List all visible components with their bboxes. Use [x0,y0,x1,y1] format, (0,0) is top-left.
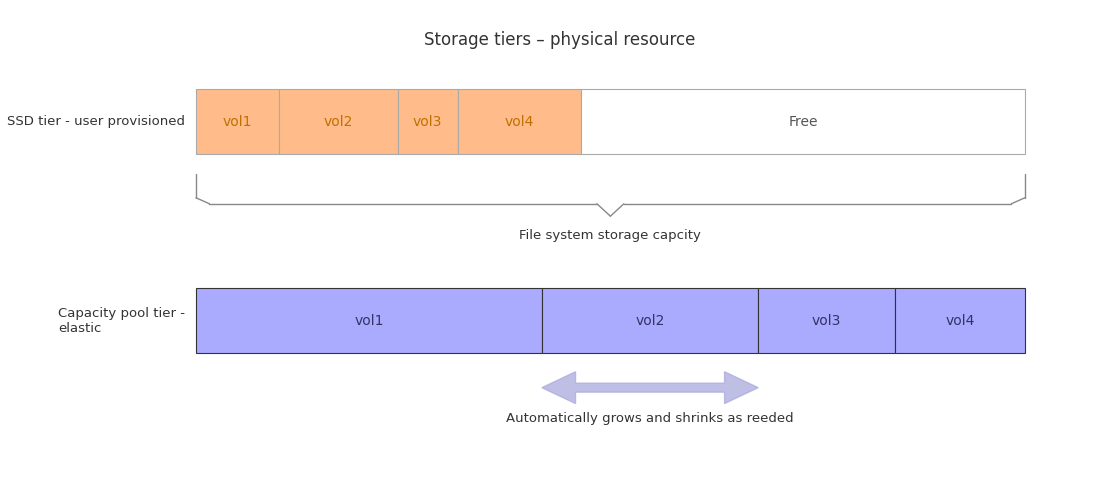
Bar [758,288,895,353]
Text: Free: Free [788,115,818,129]
Text: vol2: vol2 [635,314,665,328]
Bar [895,288,1025,353]
Text: Storage tiers – physical resource: Storage tiers – physical resource [424,31,696,49]
Bar [398,89,457,154]
Text: vol4: vol4 [505,115,534,129]
Text: SSD tier - user provisioned: SSD tier - user provisioned [7,115,185,128]
Bar [196,288,542,353]
Text: Automatically grows and shrinks as reeded: Automatically grows and shrinks as reede… [506,412,794,424]
Bar [457,89,581,154]
Text: Capacity pool tier -
elastic: Capacity pool tier - elastic [58,307,185,334]
Text: vol1: vol1 [354,314,384,328]
Bar [279,89,398,154]
Text: vol4: vol4 [945,314,974,328]
Text: vol1: vol1 [223,115,252,129]
Text: File system storage capcity: File system storage capcity [520,229,701,242]
Bar [196,89,279,154]
Text: vol2: vol2 [324,115,353,129]
Text: vol3: vol3 [413,115,442,129]
Text: vol3: vol3 [812,314,841,328]
Polygon shape [542,372,758,404]
Bar [581,89,1025,154]
Bar [542,288,758,353]
